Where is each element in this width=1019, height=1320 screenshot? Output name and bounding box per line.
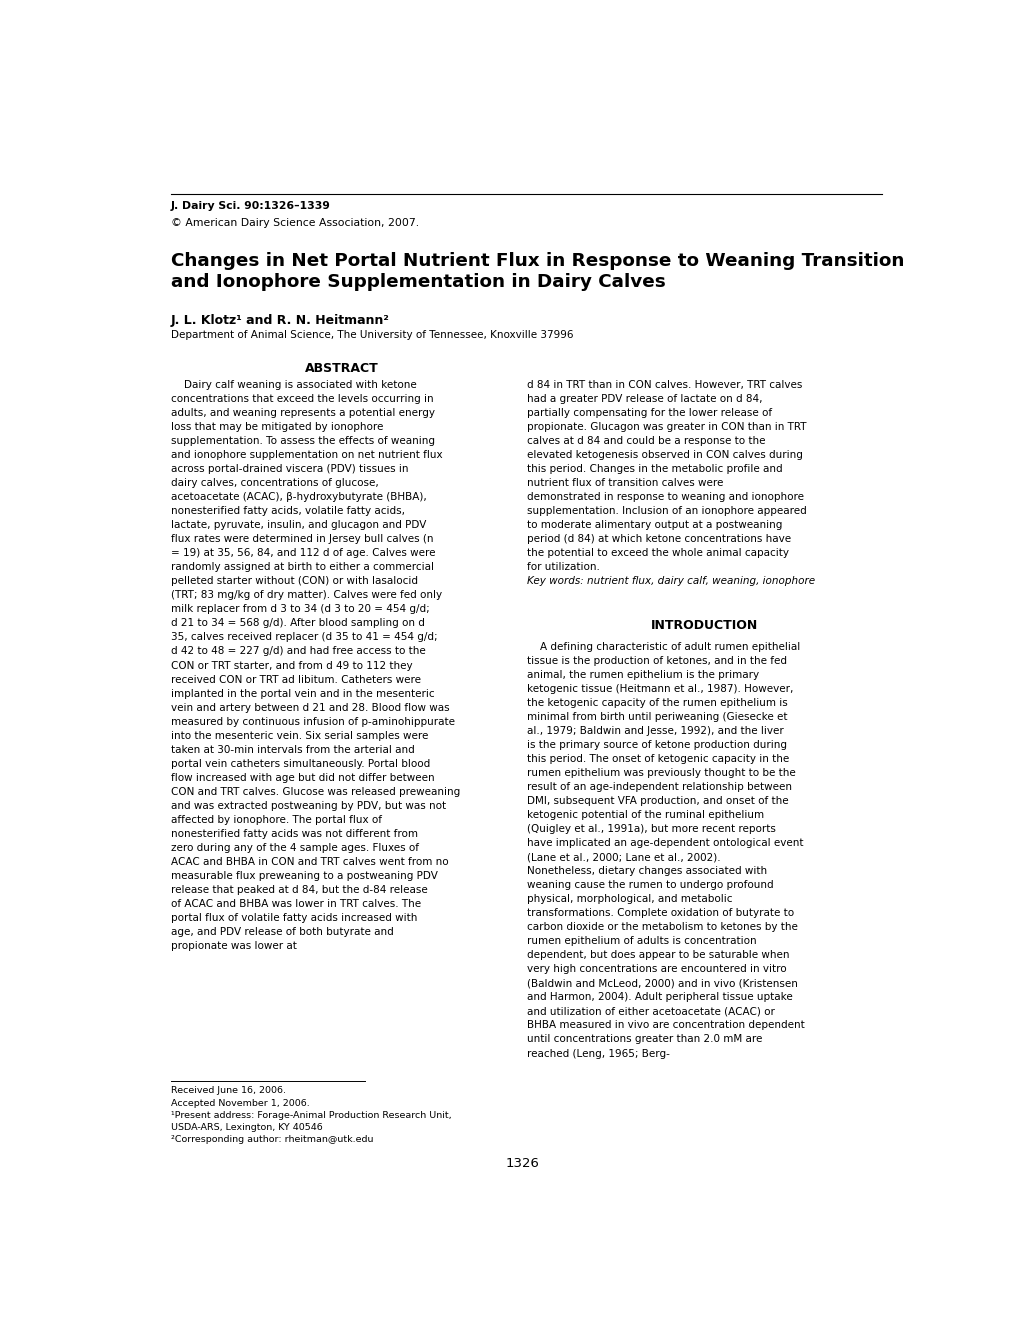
Text: and was extracted postweaning by PDV, but was not: and was extracted postweaning by PDV, bu… [171,801,445,810]
Text: and ionophore supplementation on net nutrient flux: and ionophore supplementation on net nut… [171,450,442,461]
Text: age, and PDV release of both butyrate and: age, and PDV release of both butyrate an… [171,927,393,937]
Text: is the primary source of ketone production during: is the primary source of ketone producti… [527,741,787,750]
Text: affected by ionophore. The portal flux of: affected by ionophore. The portal flux o… [171,814,381,825]
Text: Accepted November 1, 2006.: Accepted November 1, 2006. [171,1098,310,1107]
Text: flux rates were determined in Jersey bull calves (n: flux rates were determined in Jersey bul… [171,535,433,544]
Text: adults, and weaning represents a potential energy: adults, and weaning represents a potenti… [171,408,434,418]
Text: implanted in the portal vein and in the mesenteric: implanted in the portal vein and in the … [171,689,434,698]
Text: of ACAC and BHBA was lower in TRT calves. The: of ACAC and BHBA was lower in TRT calves… [171,899,421,909]
Text: very high concentrations are encountered in vitro: very high concentrations are encountered… [527,965,787,974]
Text: BHBA measured in vivo are concentration dependent: BHBA measured in vivo are concentration … [527,1020,804,1031]
Text: nutrient flux of transition calves were: nutrient flux of transition calves were [527,478,723,488]
Text: animal, the rumen epithelium is the primary: animal, the rumen epithelium is the prim… [527,669,759,680]
Text: acetoacetate (ACAC), β-hydroxybutyrate (BHBA),: acetoacetate (ACAC), β-hydroxybutyrate (… [171,492,426,502]
Text: dependent, but does appear to be saturable when: dependent, but does appear to be saturab… [527,950,790,961]
Text: © American Dairy Science Association, 2007.: © American Dairy Science Association, 20… [171,218,419,228]
Text: nonesterified fatty acids was not different from: nonesterified fatty acids was not differ… [171,829,418,838]
Text: J. L. Klotz¹ and R. N. Heitmann²: J. L. Klotz¹ and R. N. Heitmann² [171,314,389,327]
Text: physical, morphological, and metabolic: physical, morphological, and metabolic [527,894,733,904]
Text: ABSTRACT: ABSTRACT [305,362,379,375]
Text: portal flux of volatile fatty acids increased with: portal flux of volatile fatty acids incr… [171,913,417,923]
Text: A defining characteristic of adult rumen epithelial: A defining characteristic of adult rumen… [527,642,800,652]
Text: Key words: nutrient flux, dairy calf, weaning, ionophore: Key words: nutrient flux, dairy calf, we… [527,577,815,586]
Text: had a greater PDV release of lactate on d 84,: had a greater PDV release of lactate on … [527,393,762,404]
Text: propionate. Glucagon was greater in CON than in TRT: propionate. Glucagon was greater in CON … [527,422,806,432]
Text: (TRT; 83 mg/kg of dry matter). Calves were fed only: (TRT; 83 mg/kg of dry matter). Calves we… [171,590,441,601]
Text: measurable flux preweaning to a postweaning PDV: measurable flux preweaning to a postwean… [171,871,437,880]
Text: zero during any of the 4 sample ages. Fluxes of: zero during any of the 4 sample ages. Fl… [171,843,419,853]
Text: across portal-drained viscera (PDV) tissues in: across portal-drained viscera (PDV) tiss… [171,465,408,474]
Text: portal vein catheters simultaneously. Portal blood: portal vein catheters simultaneously. Po… [171,759,430,768]
Text: vein and artery between d 21 and 28. Blood flow was: vein and artery between d 21 and 28. Blo… [171,702,449,713]
Text: taken at 30-min intervals from the arterial and: taken at 30-min intervals from the arter… [171,744,415,755]
Text: Nonetheless, dietary changes associated with: Nonetheless, dietary changes associated … [527,866,767,876]
Text: supplementation. To assess the effects of weaning: supplementation. To assess the effects o… [171,436,434,446]
Text: DMI, subsequent VFA production, and onset of the: DMI, subsequent VFA production, and onse… [527,796,789,807]
Text: and utilization of either acetoacetate (ACAC) or: and utilization of either acetoacetate (… [527,1006,774,1016]
Text: ²Corresponding author: rheitman@utk.edu: ²Corresponding author: rheitman@utk.edu [171,1135,373,1144]
Text: Department of Animal Science, The University of Tennessee, Knoxville 37996: Department of Animal Science, The Univer… [171,330,573,341]
Text: the ketogenic capacity of the rumen epithelium is: the ketogenic capacity of the rumen epit… [527,698,788,708]
Text: (Baldwin and McLeod, 2000) and in vivo (Kristensen: (Baldwin and McLeod, 2000) and in vivo (… [527,978,798,989]
Text: release that peaked at d 84, but the d-84 release: release that peaked at d 84, but the d-8… [171,884,427,895]
Text: the potential to exceed the whole animal capacity: the potential to exceed the whole animal… [527,548,789,558]
Text: calves at d 84 and could be a response to the: calves at d 84 and could be a response t… [527,436,765,446]
Text: reached (Leng, 1965; Berg-: reached (Leng, 1965; Berg- [527,1048,669,1059]
Text: ¹Present address: Forage-Animal Production Research Unit,: ¹Present address: Forage-Animal Producti… [171,1110,451,1119]
Text: transformations. Complete oxidation of butyrate to: transformations. Complete oxidation of b… [527,908,794,919]
Text: d 42 to 48 = 227 g/d) and had free access to the: d 42 to 48 = 227 g/d) and had free acces… [171,647,425,656]
Text: 1326: 1326 [505,1156,539,1170]
Text: supplementation. Inclusion of an ionophore appeared: supplementation. Inclusion of an ionopho… [527,506,806,516]
Text: received CON or TRT ad libitum. Catheters were: received CON or TRT ad libitum. Catheter… [171,675,421,685]
Text: J. Dairy Sci. 90:1326–1339: J. Dairy Sci. 90:1326–1339 [171,201,330,211]
Text: = 19) at 35, 56, 84, and 112 d of age. Calves were: = 19) at 35, 56, 84, and 112 d of age. C… [171,548,435,558]
Text: d 84 in TRT than in CON calves. However, TRT calves: d 84 in TRT than in CON calves. However,… [527,380,802,389]
Text: nonesterified fatty acids, volatile fatty acids,: nonesterified fatty acids, volatile fatt… [171,506,405,516]
Text: pelleted starter without (CON) or with lasalocid: pelleted starter without (CON) or with l… [171,577,418,586]
Text: INTRODUCTION: INTRODUCTION [651,619,758,632]
Text: CON and TRT calves. Glucose was released preweaning: CON and TRT calves. Glucose was released… [171,787,460,797]
Text: period (d 84) at which ketone concentrations have: period (d 84) at which ketone concentrat… [527,535,791,544]
Text: Changes in Net Portal Nutrient Flux in Response to Weaning Transition
and Ionoph: Changes in Net Portal Nutrient Flux in R… [171,252,904,292]
Text: propionate was lower at: propionate was lower at [171,941,297,950]
Text: Received June 16, 2006.: Received June 16, 2006. [171,1086,285,1096]
Text: have implicated an age-dependent ontological event: have implicated an age-dependent ontolog… [527,838,803,849]
Text: measured by continuous infusion of p-aminohippurate: measured by continuous infusion of p-ami… [171,717,454,726]
Text: result of an age-independent relationship between: result of an age-independent relationshi… [527,781,792,792]
Text: CON or TRT starter, and from d 49 to 112 they: CON or TRT starter, and from d 49 to 112… [171,660,413,671]
Text: flow increased with age but did not differ between: flow increased with age but did not diff… [171,772,434,783]
Text: lactate, pyruvate, insulin, and glucagon and PDV: lactate, pyruvate, insulin, and glucagon… [171,520,426,531]
Text: milk replacer from d 3 to 34 (d 3 to 20 = 454 g/d;: milk replacer from d 3 to 34 (d 3 to 20 … [171,605,429,614]
Text: loss that may be mitigated by ionophore: loss that may be mitigated by ionophore [171,422,383,432]
Text: ketogenic potential of the ruminal epithelium: ketogenic potential of the ruminal epith… [527,810,764,820]
Text: this period. The onset of ketogenic capacity in the: this period. The onset of ketogenic capa… [527,754,789,764]
Text: USDA-ARS, Lexington, KY 40546: USDA-ARS, Lexington, KY 40546 [171,1123,322,1133]
Text: into the mesenteric vein. Six serial samples were: into the mesenteric vein. Six serial sam… [171,731,428,741]
Text: this period. Changes in the metabolic profile and: this period. Changes in the metabolic pr… [527,465,783,474]
Text: for utilization.: for utilization. [527,562,600,573]
Text: ketogenic tissue (Heitmann et al., 1987). However,: ketogenic tissue (Heitmann et al., 1987)… [527,684,793,694]
Text: d 21 to 34 = 568 g/d). After blood sampling on d: d 21 to 34 = 568 g/d). After blood sampl… [171,619,425,628]
Text: concentrations that exceed the levels occurring in: concentrations that exceed the levels oc… [171,393,433,404]
Text: partially compensating for the lower release of: partially compensating for the lower rel… [527,408,771,418]
Text: demonstrated in response to weaning and ionophore: demonstrated in response to weaning and … [527,492,804,502]
Text: dairy calves, concentrations of glucose,: dairy calves, concentrations of glucose, [171,478,378,488]
Text: Dairy calf weaning is associated with ketone: Dairy calf weaning is associated with ke… [171,380,417,389]
Text: (Lane et al., 2000; Lane et al., 2002).: (Lane et al., 2000; Lane et al., 2002). [527,853,720,862]
Text: (Quigley et al., 1991a), but more recent reports: (Quigley et al., 1991a), but more recent… [527,824,775,834]
Text: minimal from birth until periweaning (Giesecke et: minimal from birth until periweaning (Gi… [527,711,788,722]
Text: ACAC and BHBA in CON and TRT calves went from no: ACAC and BHBA in CON and TRT calves went… [171,857,448,867]
Text: elevated ketogenesis observed in CON calves during: elevated ketogenesis observed in CON cal… [527,450,803,461]
Text: carbon dioxide or the metabolism to ketones by the: carbon dioxide or the metabolism to keto… [527,923,798,932]
Text: 35, calves received replacer (d 35 to 41 = 454 g/d;: 35, calves received replacer (d 35 to 41… [171,632,437,643]
Text: rumen epithelium of adults is concentration: rumen epithelium of adults is concentrat… [527,936,756,946]
Text: randomly assigned at birth to either a commercial: randomly assigned at birth to either a c… [171,562,433,573]
Text: tissue is the production of ketones, and in the fed: tissue is the production of ketones, and… [527,656,787,665]
Text: until concentrations greater than 2.0 mM are: until concentrations greater than 2.0 mM… [527,1035,762,1044]
Text: to moderate alimentary output at a postweaning: to moderate alimentary output at a postw… [527,520,783,531]
Text: and Harmon, 2004). Adult peripheral tissue uptake: and Harmon, 2004). Adult peripheral tiss… [527,993,793,1002]
Text: rumen epithelium was previously thought to be the: rumen epithelium was previously thought … [527,768,796,777]
Text: al., 1979; Baldwin and Jesse, 1992), and the liver: al., 1979; Baldwin and Jesse, 1992), and… [527,726,784,737]
Text: weaning cause the rumen to undergo profound: weaning cause the rumen to undergo profo… [527,880,773,890]
